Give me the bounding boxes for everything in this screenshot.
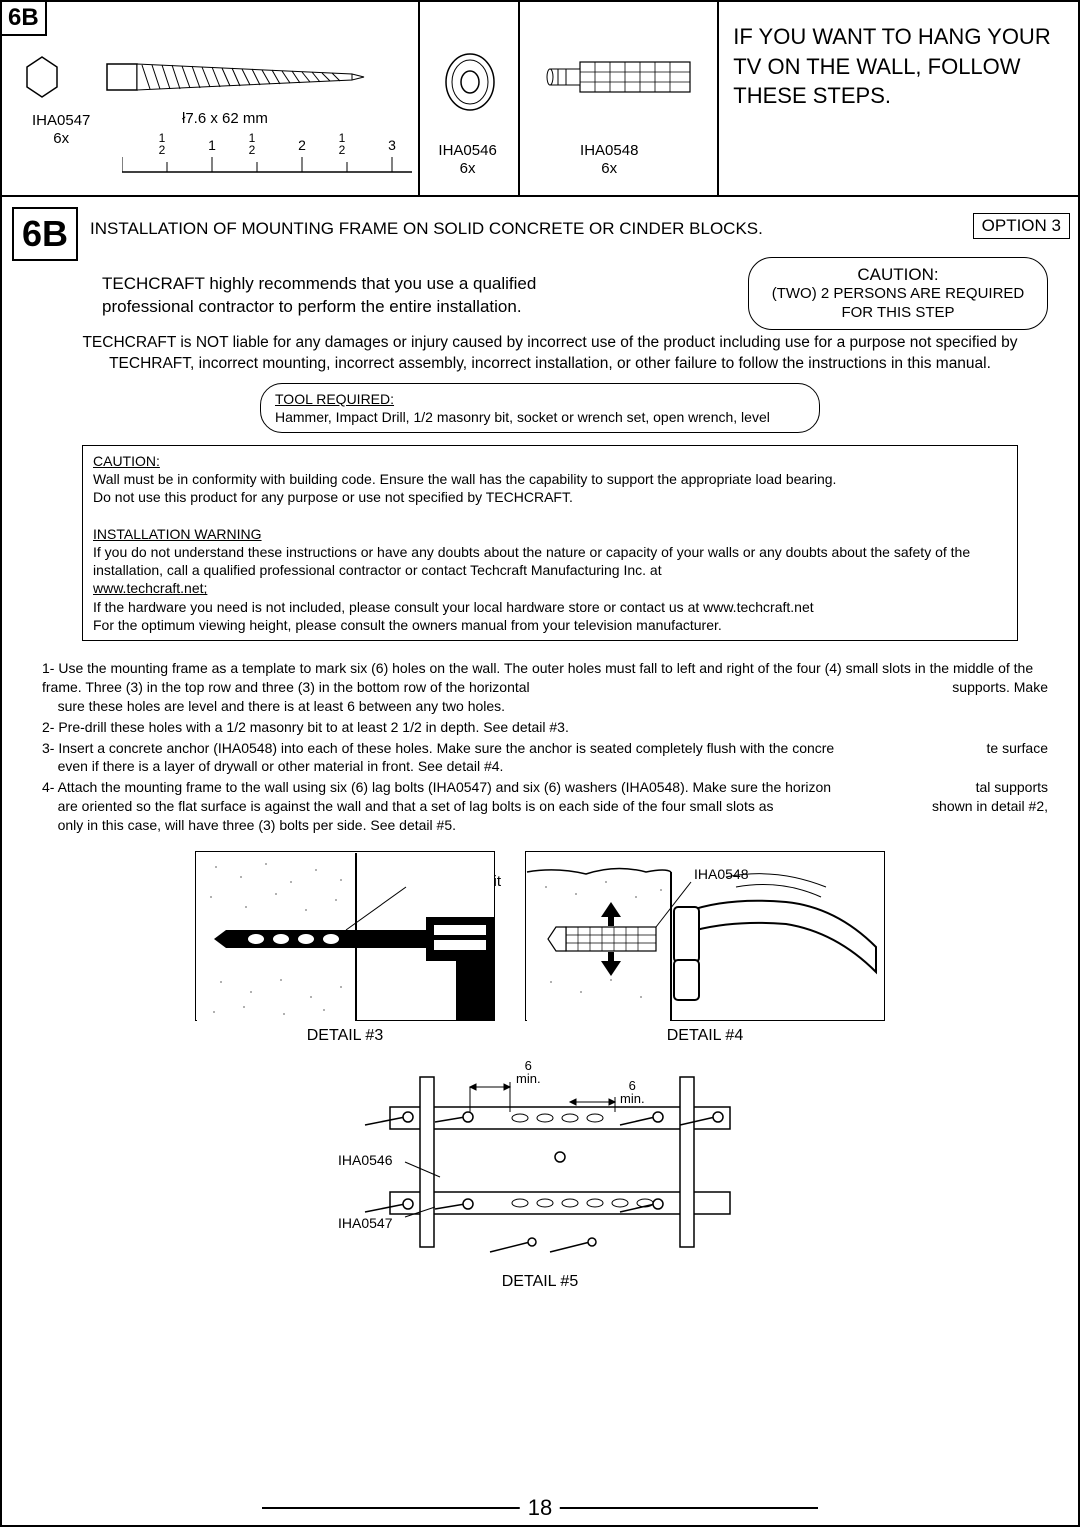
intro-text-cell: IF YOU WANT TO HANG YOUR TV ON THE WALL,… xyxy=(719,2,1078,195)
bolt-dim: ł7.6 x 62 mm xyxy=(182,110,268,128)
anchor-code-text: IHA0548 xyxy=(580,142,638,159)
section-badge: 6B xyxy=(12,207,78,261)
svg-text:2: 2 xyxy=(159,143,166,157)
step-1: 1- Use the mounting frame as a template … xyxy=(42,659,1048,716)
svg-text:2: 2 xyxy=(298,137,306,153)
warn-h1: CAUTION: xyxy=(93,453,160,469)
ruler-icon: 1 2 1 1 2 2 1 2 3 xyxy=(122,132,422,182)
anchor-code: IHA0548 6x xyxy=(580,142,638,178)
warn-p2a: If you do not understand these instructi… xyxy=(93,544,970,578)
tool-required-box: TOOL REQUIRED: Hammer, Impact Drill, 1/2… xyxy=(260,383,820,433)
page-number: 18 xyxy=(520,1495,560,1521)
bolt-qty: 6x xyxy=(53,130,69,147)
warn-link: www.techcraft.net; xyxy=(93,580,207,596)
warn-h2: INSTALLATION WARNING xyxy=(93,526,262,542)
warn-p2c: For the optimum viewing height, please c… xyxy=(93,617,722,633)
washer-icon xyxy=(430,42,510,122)
caution-pill: CAUTION: (TWO) 2 PERSONS ARE REQUIRED FO… xyxy=(748,257,1048,330)
detail5-min2: 6min. xyxy=(620,1079,645,1105)
warn-p2b: If the hardware you need is not included… xyxy=(93,599,814,615)
warn-p1b: Do not use this product for any purpose … xyxy=(93,489,573,505)
section-title: INSTALLATION OF MOUNTING FRAME ON SOLID … xyxy=(90,207,763,239)
detail5-label: DETAIL #5 xyxy=(2,1273,1078,1291)
steps-list: 1- Use the mounting frame as a template … xyxy=(42,659,1048,835)
detail4-callout: IHA0548 xyxy=(694,866,748,882)
detail4-image: IHA0548 xyxy=(525,851,885,1021)
step-2: 2- Pre-drill these holes with a 1/2 maso… xyxy=(42,718,1048,737)
detail-3: 1/2" masonry bit xyxy=(195,851,495,1045)
section-header: 6B INSTALLATION OF MOUNTING FRAME ON SOL… xyxy=(12,207,1078,261)
detail5-code1: IHA0546 xyxy=(338,1152,392,1168)
bolt-code: IHA0547 6x xyxy=(32,112,90,148)
drill-icon xyxy=(196,852,496,1022)
bolt-cell: 6B xyxy=(2,2,420,195)
option-badge: OPTION 3 xyxy=(973,213,1070,239)
svg-text:2: 2 xyxy=(339,143,346,157)
recommendation-text: TECHCRAFT highly recommends that you use… xyxy=(102,273,622,319)
washer-code: IHA0546 6x xyxy=(438,142,496,178)
step-label-top: 6B xyxy=(2,2,47,36)
washer-qty: 6x xyxy=(460,160,476,177)
svg-text:1: 1 xyxy=(208,137,216,153)
tool-heading: TOOL REQUIRED: xyxy=(275,391,394,407)
detail3-image xyxy=(195,851,495,1021)
caution-body: (TWO) 2 PERSONS ARE REQUIRED FOR THIS ST… xyxy=(765,285,1031,323)
detail3-label: DETAIL #3 xyxy=(195,1027,495,1045)
washer-code-text: IHA0546 xyxy=(438,142,496,159)
detail4-label: DETAIL #4 xyxy=(525,1027,885,1045)
svg-text:2: 2 xyxy=(249,143,256,157)
step-4: 4- Attach the mounting frame to the wall… xyxy=(42,778,1048,835)
details-row: 1/2" masonry bit xyxy=(2,851,1078,1045)
parts-row: 6B xyxy=(2,2,1078,197)
anchor-cell: IHA0548 6x xyxy=(520,2,719,195)
tool-body: Hammer, Impact Drill, 1/2 masonry bit, s… xyxy=(275,409,770,425)
step-3: 3- Insert a concrete anchor (IHA0548) in… xyxy=(42,739,1048,777)
anchor-qty: 6x xyxy=(601,160,617,177)
liability-text: TECHCRAFT is NOT liable for any damages … xyxy=(62,333,1038,375)
detail5-code2: IHA0547 xyxy=(338,1215,392,1231)
page: 6B xyxy=(0,0,1080,1527)
detail5-image: 6min. 6min. IHA0546 IHA0547 xyxy=(320,1057,760,1267)
detail5-min1: 6min. xyxy=(516,1059,541,1085)
warning-box: CAUTION: Wall must be in conformity with… xyxy=(82,445,1018,641)
warn-p1a: Wall must be in conformity with building… xyxy=(93,471,836,487)
detail-5: 6min. 6min. IHA0546 IHA0547 DETAIL #5 xyxy=(2,1057,1078,1291)
main-section: OPTION 3 6B INSTALLATION OF MOUNTING FRA… xyxy=(2,207,1078,1291)
anchor-icon xyxy=(540,47,700,107)
washer-cell: IHA0546 6x xyxy=(420,2,520,195)
bolt-code-text: IHA0547 xyxy=(32,112,90,129)
detail-4: IHA0548 DETAIL #4 xyxy=(525,851,885,1045)
caution-title: CAUTION: xyxy=(765,264,1031,285)
svg-text:3: 3 xyxy=(388,137,396,153)
